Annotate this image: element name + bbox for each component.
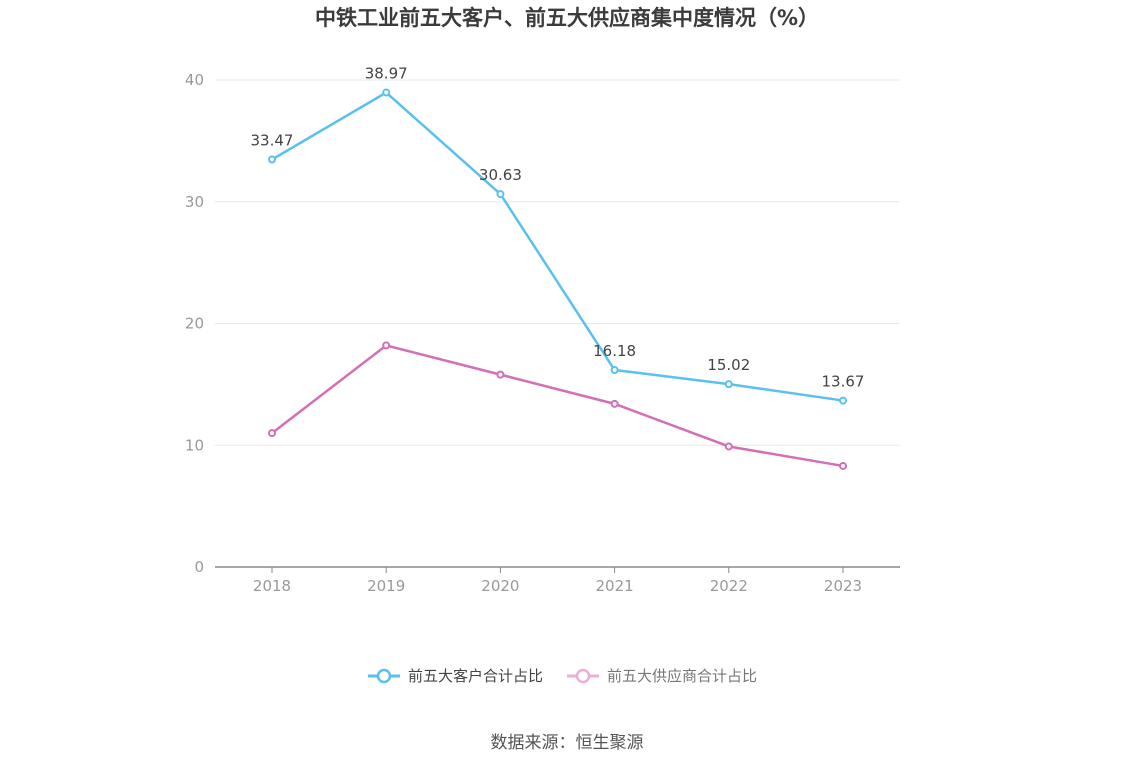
series-line-1 xyxy=(271,91,844,402)
data-point xyxy=(496,190,505,199)
x-tick-label: 2019 xyxy=(367,577,405,595)
x-axis: 2018 2019 2020 2021 2022 2023 xyxy=(215,566,900,595)
data-label: 38.97 xyxy=(365,65,408,83)
x-tick-label: 2022 xyxy=(710,577,748,595)
data-point xyxy=(610,399,619,408)
x-tick-label: 2018 xyxy=(253,577,291,595)
data-point xyxy=(496,370,505,379)
data-source: 数据来源：恒生聚源 xyxy=(490,733,644,753)
data-label: 13.67 xyxy=(822,373,865,391)
legend-label: 前五大客户合计占比 xyxy=(408,667,543,685)
legend-item-1[interactable]: 前五大客户合计占比 xyxy=(368,667,543,685)
chart-title: 中铁工业前五大客户、前五大供应商集中度情况（%） xyxy=(314,6,820,30)
data-labels: 33.47 38.97 30.63 16.18 15.02 13.67 xyxy=(251,65,865,391)
x-tick-label: 2021 xyxy=(596,577,634,595)
series-points xyxy=(268,88,847,470)
x-tick-label: 2023 xyxy=(824,577,862,595)
data-label: 33.47 xyxy=(251,132,294,150)
legend-item-2[interactable]: 前五大供应商合计占比 xyxy=(567,667,757,685)
grid-lines xyxy=(215,79,900,446)
y-axis: 0 10 20 30 40 xyxy=(185,71,204,576)
data-point xyxy=(839,461,847,470)
data-label: 16.18 xyxy=(593,342,636,360)
data-point xyxy=(724,442,733,451)
legend-marker xyxy=(376,668,392,684)
y-tick-label: 20 xyxy=(185,315,204,333)
y-tick-label: 0 xyxy=(194,558,204,576)
data-point xyxy=(382,88,391,97)
legend[interactable]: 前五大客户合计占比 前五大供应商合计占比 xyxy=(368,667,757,685)
y-tick-label: 40 xyxy=(185,71,204,89)
data-label: 30.63 xyxy=(479,166,522,184)
data-point xyxy=(839,396,847,405)
data-point xyxy=(268,429,276,438)
series-line-2 xyxy=(271,344,844,468)
data-point xyxy=(610,366,619,375)
y-tick-label: 30 xyxy=(185,193,204,211)
data-point xyxy=(268,155,276,164)
series-lines xyxy=(271,91,844,468)
x-tick-label: 2020 xyxy=(481,577,519,595)
data-point xyxy=(724,380,733,389)
data-label: 15.02 xyxy=(707,356,750,374)
y-tick-label: 10 xyxy=(185,436,204,454)
legend-marker xyxy=(575,668,591,684)
data-point xyxy=(382,341,391,350)
legend-label: 前五大供应商合计占比 xyxy=(607,667,757,685)
